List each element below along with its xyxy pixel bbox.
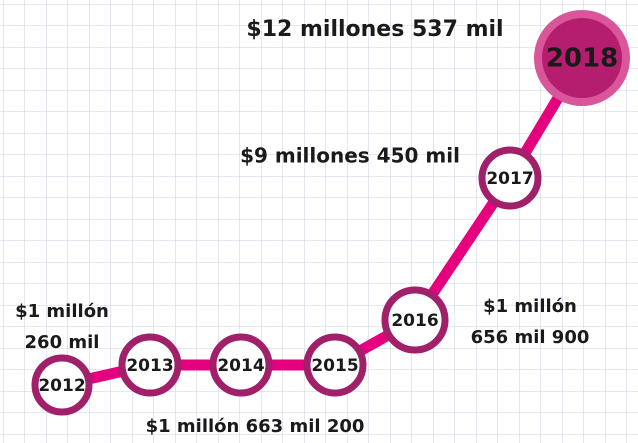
node-circle <box>381 286 449 354</box>
amount-label: $1 millón <box>15 301 109 322</box>
node-label: 2014 <box>217 356 264 376</box>
amount-label: $1 millón 663 mil 200 <box>146 416 365 437</box>
node-label: 2013 <box>126 356 173 376</box>
node-circle <box>542 18 622 98</box>
node-circle <box>31 354 93 416</box>
node-circle <box>209 333 273 397</box>
node-label: 2012 <box>38 376 85 396</box>
node-circle <box>303 333 367 397</box>
node-label: 2015 <box>311 356 358 376</box>
amount-label: 656 mil 900 <box>471 327 590 348</box>
amount-label: $12 millones 537 mil <box>246 17 503 42</box>
node-label: 2017 <box>486 169 533 189</box>
node-circle <box>118 333 182 397</box>
amount-label: 260 mil <box>25 332 100 353</box>
node-label: 2016 <box>391 311 438 331</box>
node-label: 2018 <box>546 44 618 74</box>
node-circle <box>478 146 542 210</box>
amount-label: $9 millones 450 mil <box>240 144 460 168</box>
amount-label: $1 millón <box>483 296 577 317</box>
